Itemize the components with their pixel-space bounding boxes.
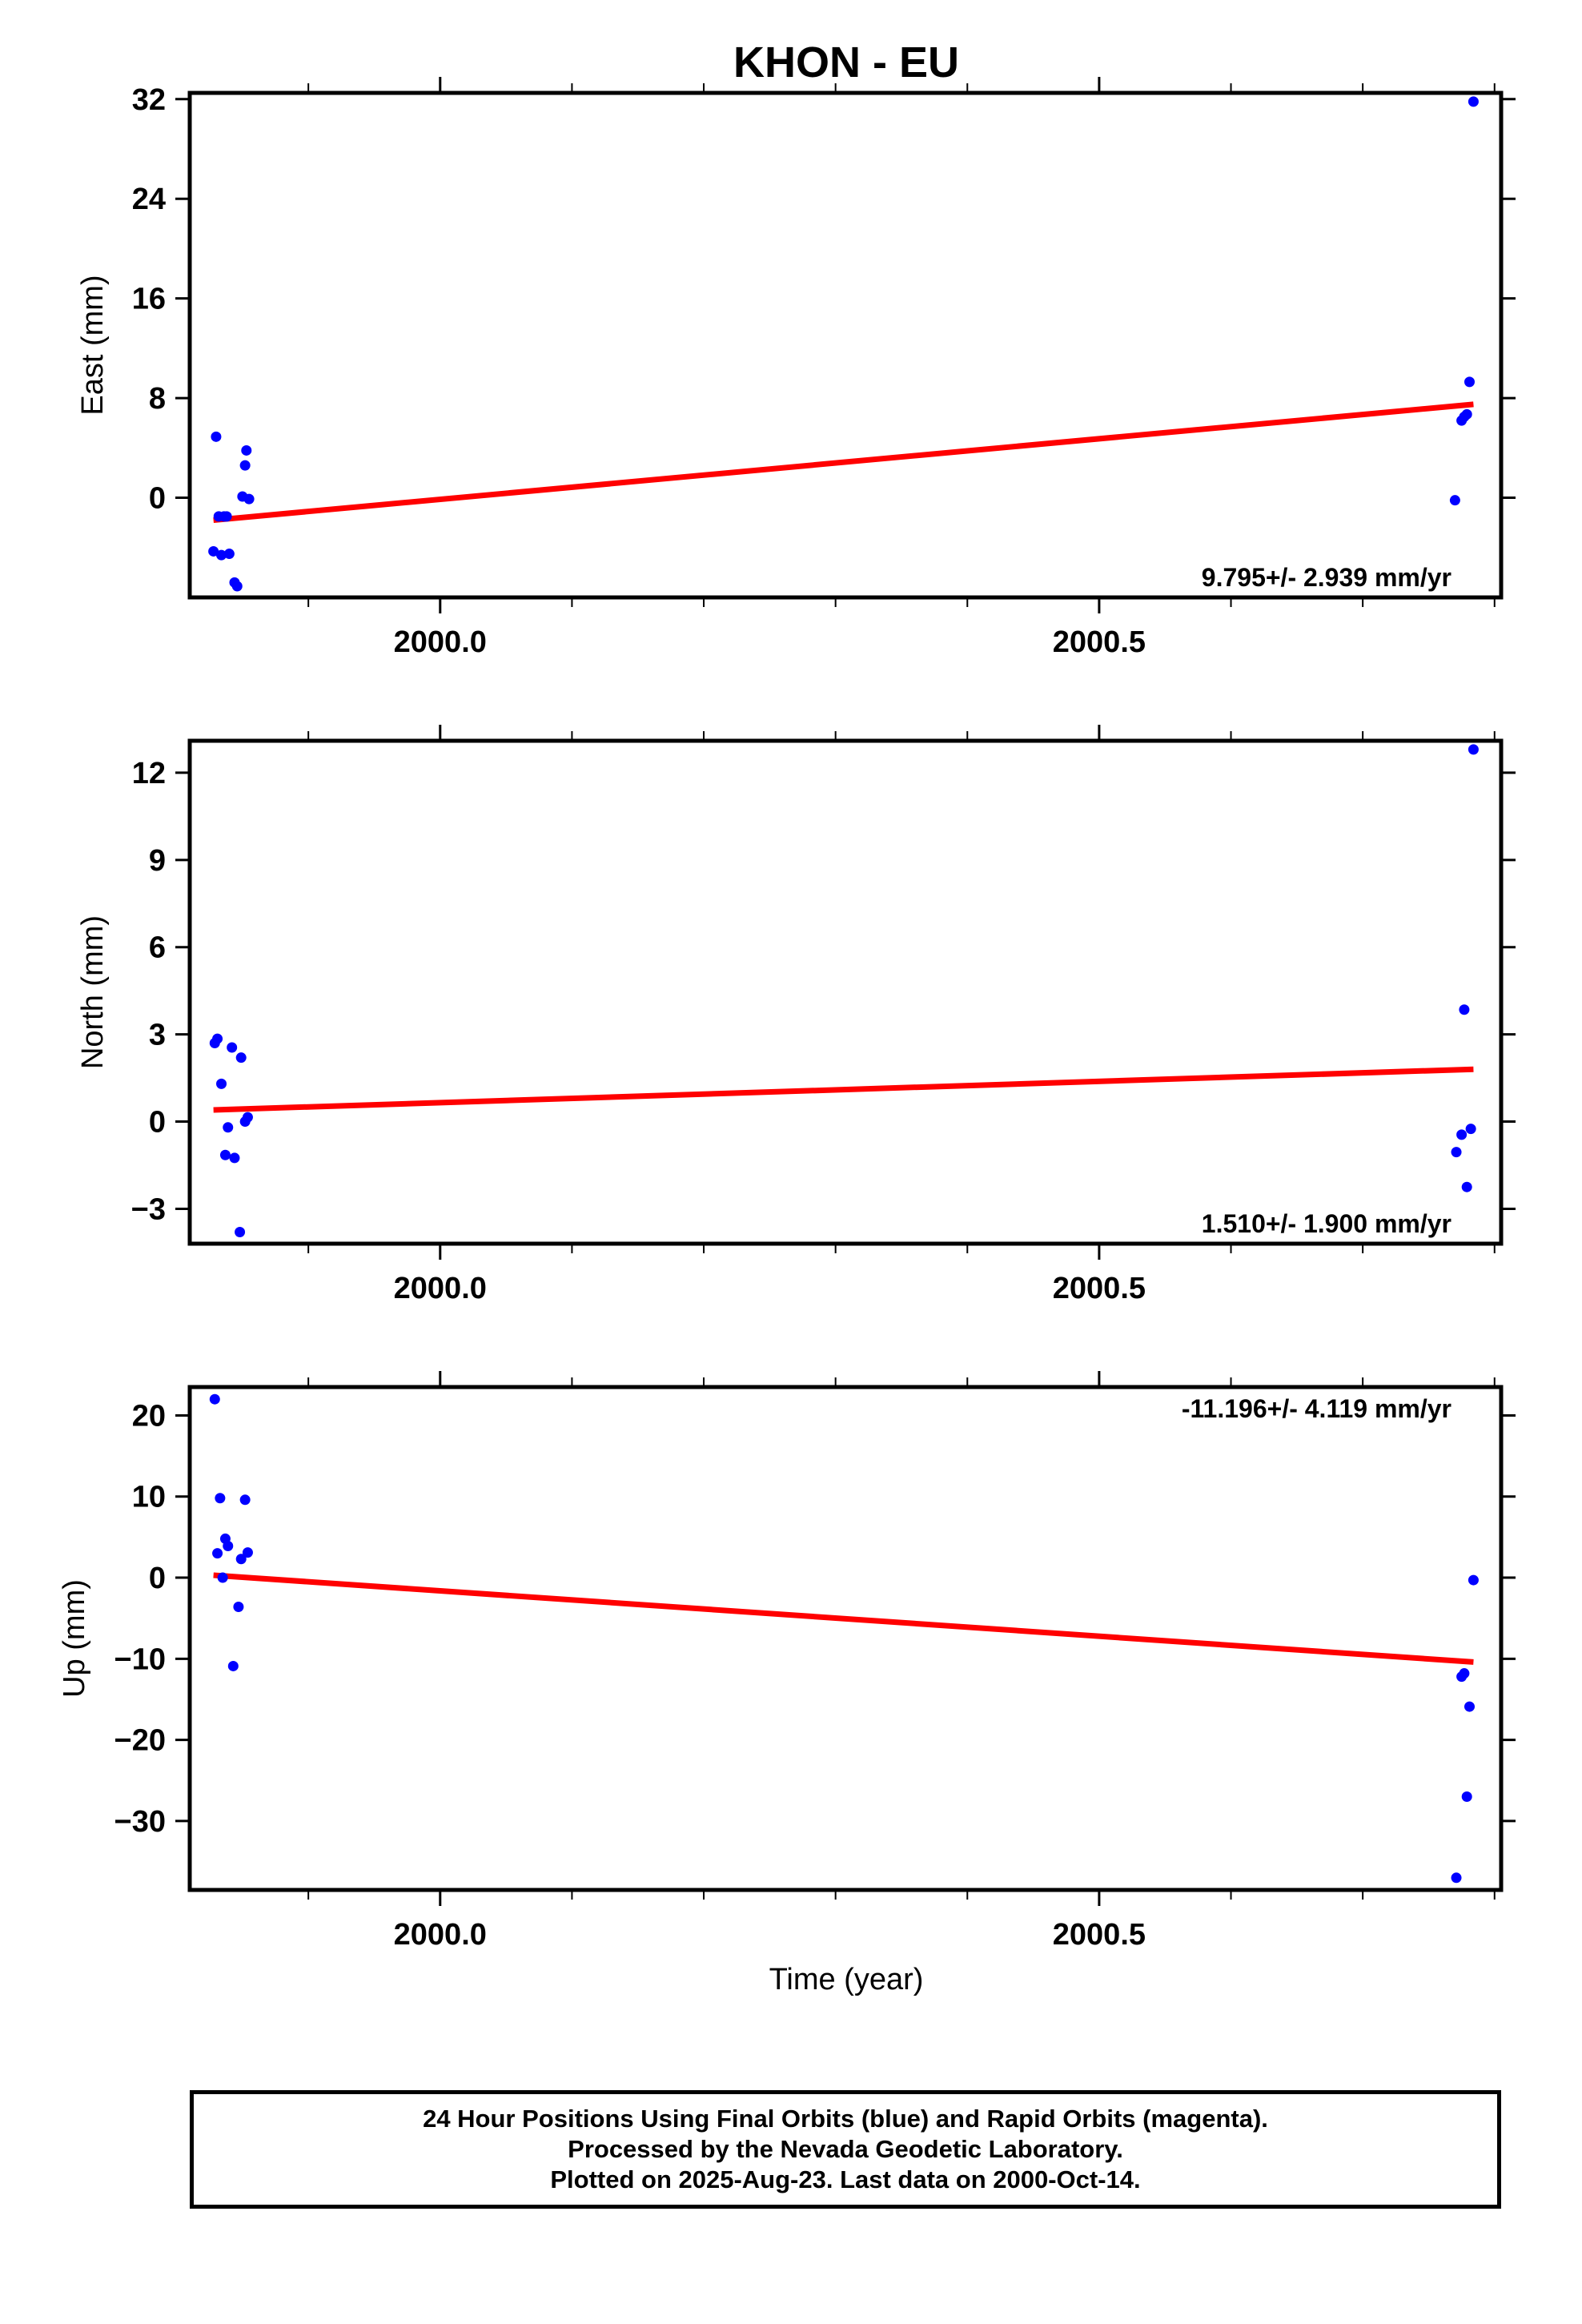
data-point bbox=[215, 1493, 226, 1504]
y-tick-label: 0 bbox=[149, 482, 166, 516]
panels: 2000.0 2000.5 0 8 16 24 32 East (mm) 9.795+/- 2.… bbox=[58, 77, 1516, 1952]
footer-line-2: Processed by the Nevada Geodetic Laborat… bbox=[568, 2135, 1123, 2163]
data-point bbox=[221, 511, 232, 522]
data-point bbox=[1465, 1124, 1476, 1135]
y-tick-label: −3 bbox=[131, 1192, 166, 1226]
data-point bbox=[1459, 1668, 1470, 1679]
data-point bbox=[227, 1042, 238, 1053]
data-point bbox=[1464, 376, 1475, 388]
data-point bbox=[223, 1541, 234, 1552]
y-tick-label: 12 bbox=[132, 757, 166, 790]
y-tick-label: 0 bbox=[149, 1562, 166, 1595]
velocity-annotation: -11.196+/- 4.119 mm/yr bbox=[1182, 1394, 1452, 1423]
y-tick-label: 0 bbox=[149, 1106, 166, 1140]
data-point bbox=[219, 1149, 231, 1160]
data-point bbox=[1468, 744, 1479, 755]
data-point bbox=[1459, 1004, 1470, 1015]
data-point bbox=[216, 1078, 227, 1089]
data-point bbox=[242, 1547, 253, 1558]
y-axis-label: Up (mm) bbox=[58, 1579, 91, 1698]
panel-3: 2000.0 2000.5 −30 −20 −10 0 10 20 Up (mm) -11.196… bbox=[58, 1371, 1516, 1952]
panel-2: 2000.0 2000.5 −3 0 3 6 9 12 North (mm) 1.510+/- 1… bbox=[76, 725, 1516, 1305]
y-tick-label: −10 bbox=[114, 1642, 166, 1676]
plot-frame bbox=[187, 1385, 1504, 1892]
data-point bbox=[217, 1572, 228, 1583]
panel-1: 2000.0 2000.5 0 8 16 24 32 East (mm) 9.795+/- 2.… bbox=[76, 77, 1516, 659]
data-point bbox=[223, 1122, 234, 1133]
y-tick-label: −20 bbox=[114, 1724, 166, 1758]
velocity-annotation: 9.795+/- 2.939 mm/yr bbox=[1202, 563, 1452, 592]
data-point bbox=[1456, 1129, 1468, 1140]
footer-caption-box: 24 Hour Positions Using Final Orbits (bl… bbox=[190, 2090, 1501, 2209]
y-axis-label: North (mm) bbox=[76, 915, 110, 1069]
data-point bbox=[223, 549, 235, 560]
footer-line-3: Plotted on 2025-Aug-23. Last data on 200… bbox=[550, 2165, 1141, 2193]
data-point bbox=[239, 1494, 251, 1506]
y-tick-label: 3 bbox=[149, 1019, 166, 1052]
x-tick-label: 2000.5 bbox=[1053, 1272, 1146, 1305]
data-point bbox=[227, 1660, 239, 1671]
data-point bbox=[241, 444, 252, 456]
y-tick-label: 8 bbox=[149, 382, 166, 416]
figure-title: KHON - EU bbox=[733, 38, 959, 86]
x-tick-label: 2000.0 bbox=[394, 1272, 487, 1305]
velocity-annotation: 1.510+/- 1.900 mm/yr bbox=[1202, 1209, 1452, 1238]
x-tick-label: 2000.0 bbox=[394, 625, 487, 659]
y-tick-label: 9 bbox=[149, 844, 166, 878]
data-point bbox=[229, 1152, 240, 1164]
x-tick-label: 2000.0 bbox=[394, 1918, 487, 1952]
data-point bbox=[208, 545, 219, 557]
data-point bbox=[235, 1554, 247, 1565]
plot-frame bbox=[187, 738, 1504, 1246]
data-point bbox=[235, 1052, 247, 1063]
x-tick-label: 2000.5 bbox=[1053, 1918, 1146, 1952]
data-point bbox=[209, 1393, 220, 1405]
y-tick-label: 20 bbox=[132, 1399, 166, 1433]
plot-frame bbox=[187, 90, 1504, 600]
y-tick-label: 32 bbox=[132, 83, 166, 117]
y-tick-label: 24 bbox=[132, 183, 166, 216]
x-axis-label: Time (year) bbox=[769, 1963, 924, 1996]
data-point bbox=[1451, 1147, 1462, 1158]
data-point bbox=[1468, 96, 1479, 107]
data-point bbox=[233, 1601, 244, 1612]
y-axis-label: East (mm) bbox=[76, 275, 110, 415]
data-point bbox=[211, 431, 222, 442]
data-point bbox=[242, 1112, 253, 1123]
data-point bbox=[212, 1548, 223, 1559]
data-point bbox=[231, 581, 243, 592]
y-tick-label: 16 bbox=[132, 283, 166, 316]
y-tick-label: 6 bbox=[149, 931, 166, 965]
data-point bbox=[212, 1033, 223, 1044]
footer-line-1: 24 Hour Positions Using Final Orbits (bl… bbox=[423, 2105, 1268, 2133]
data-point bbox=[1449, 495, 1460, 506]
data-point bbox=[1468, 1574, 1479, 1586]
data-point bbox=[243, 493, 255, 505]
trend-line bbox=[213, 1066, 1474, 1113]
trend-line bbox=[213, 401, 1474, 524]
data-point bbox=[1461, 1181, 1472, 1192]
data-point bbox=[216, 549, 227, 561]
data-point bbox=[235, 1226, 246, 1237]
data-point bbox=[1461, 1791, 1472, 1803]
data-point bbox=[1464, 1701, 1475, 1712]
trend-line bbox=[213, 1572, 1474, 1665]
data-point bbox=[239, 460, 251, 471]
y-tick-label: 10 bbox=[132, 1481, 166, 1514]
y-tick-label: −30 bbox=[114, 1805, 166, 1839]
data-point bbox=[1461, 408, 1472, 420]
x-tick-label: 2000.5 bbox=[1053, 625, 1146, 659]
data-point bbox=[1451, 1872, 1462, 1884]
